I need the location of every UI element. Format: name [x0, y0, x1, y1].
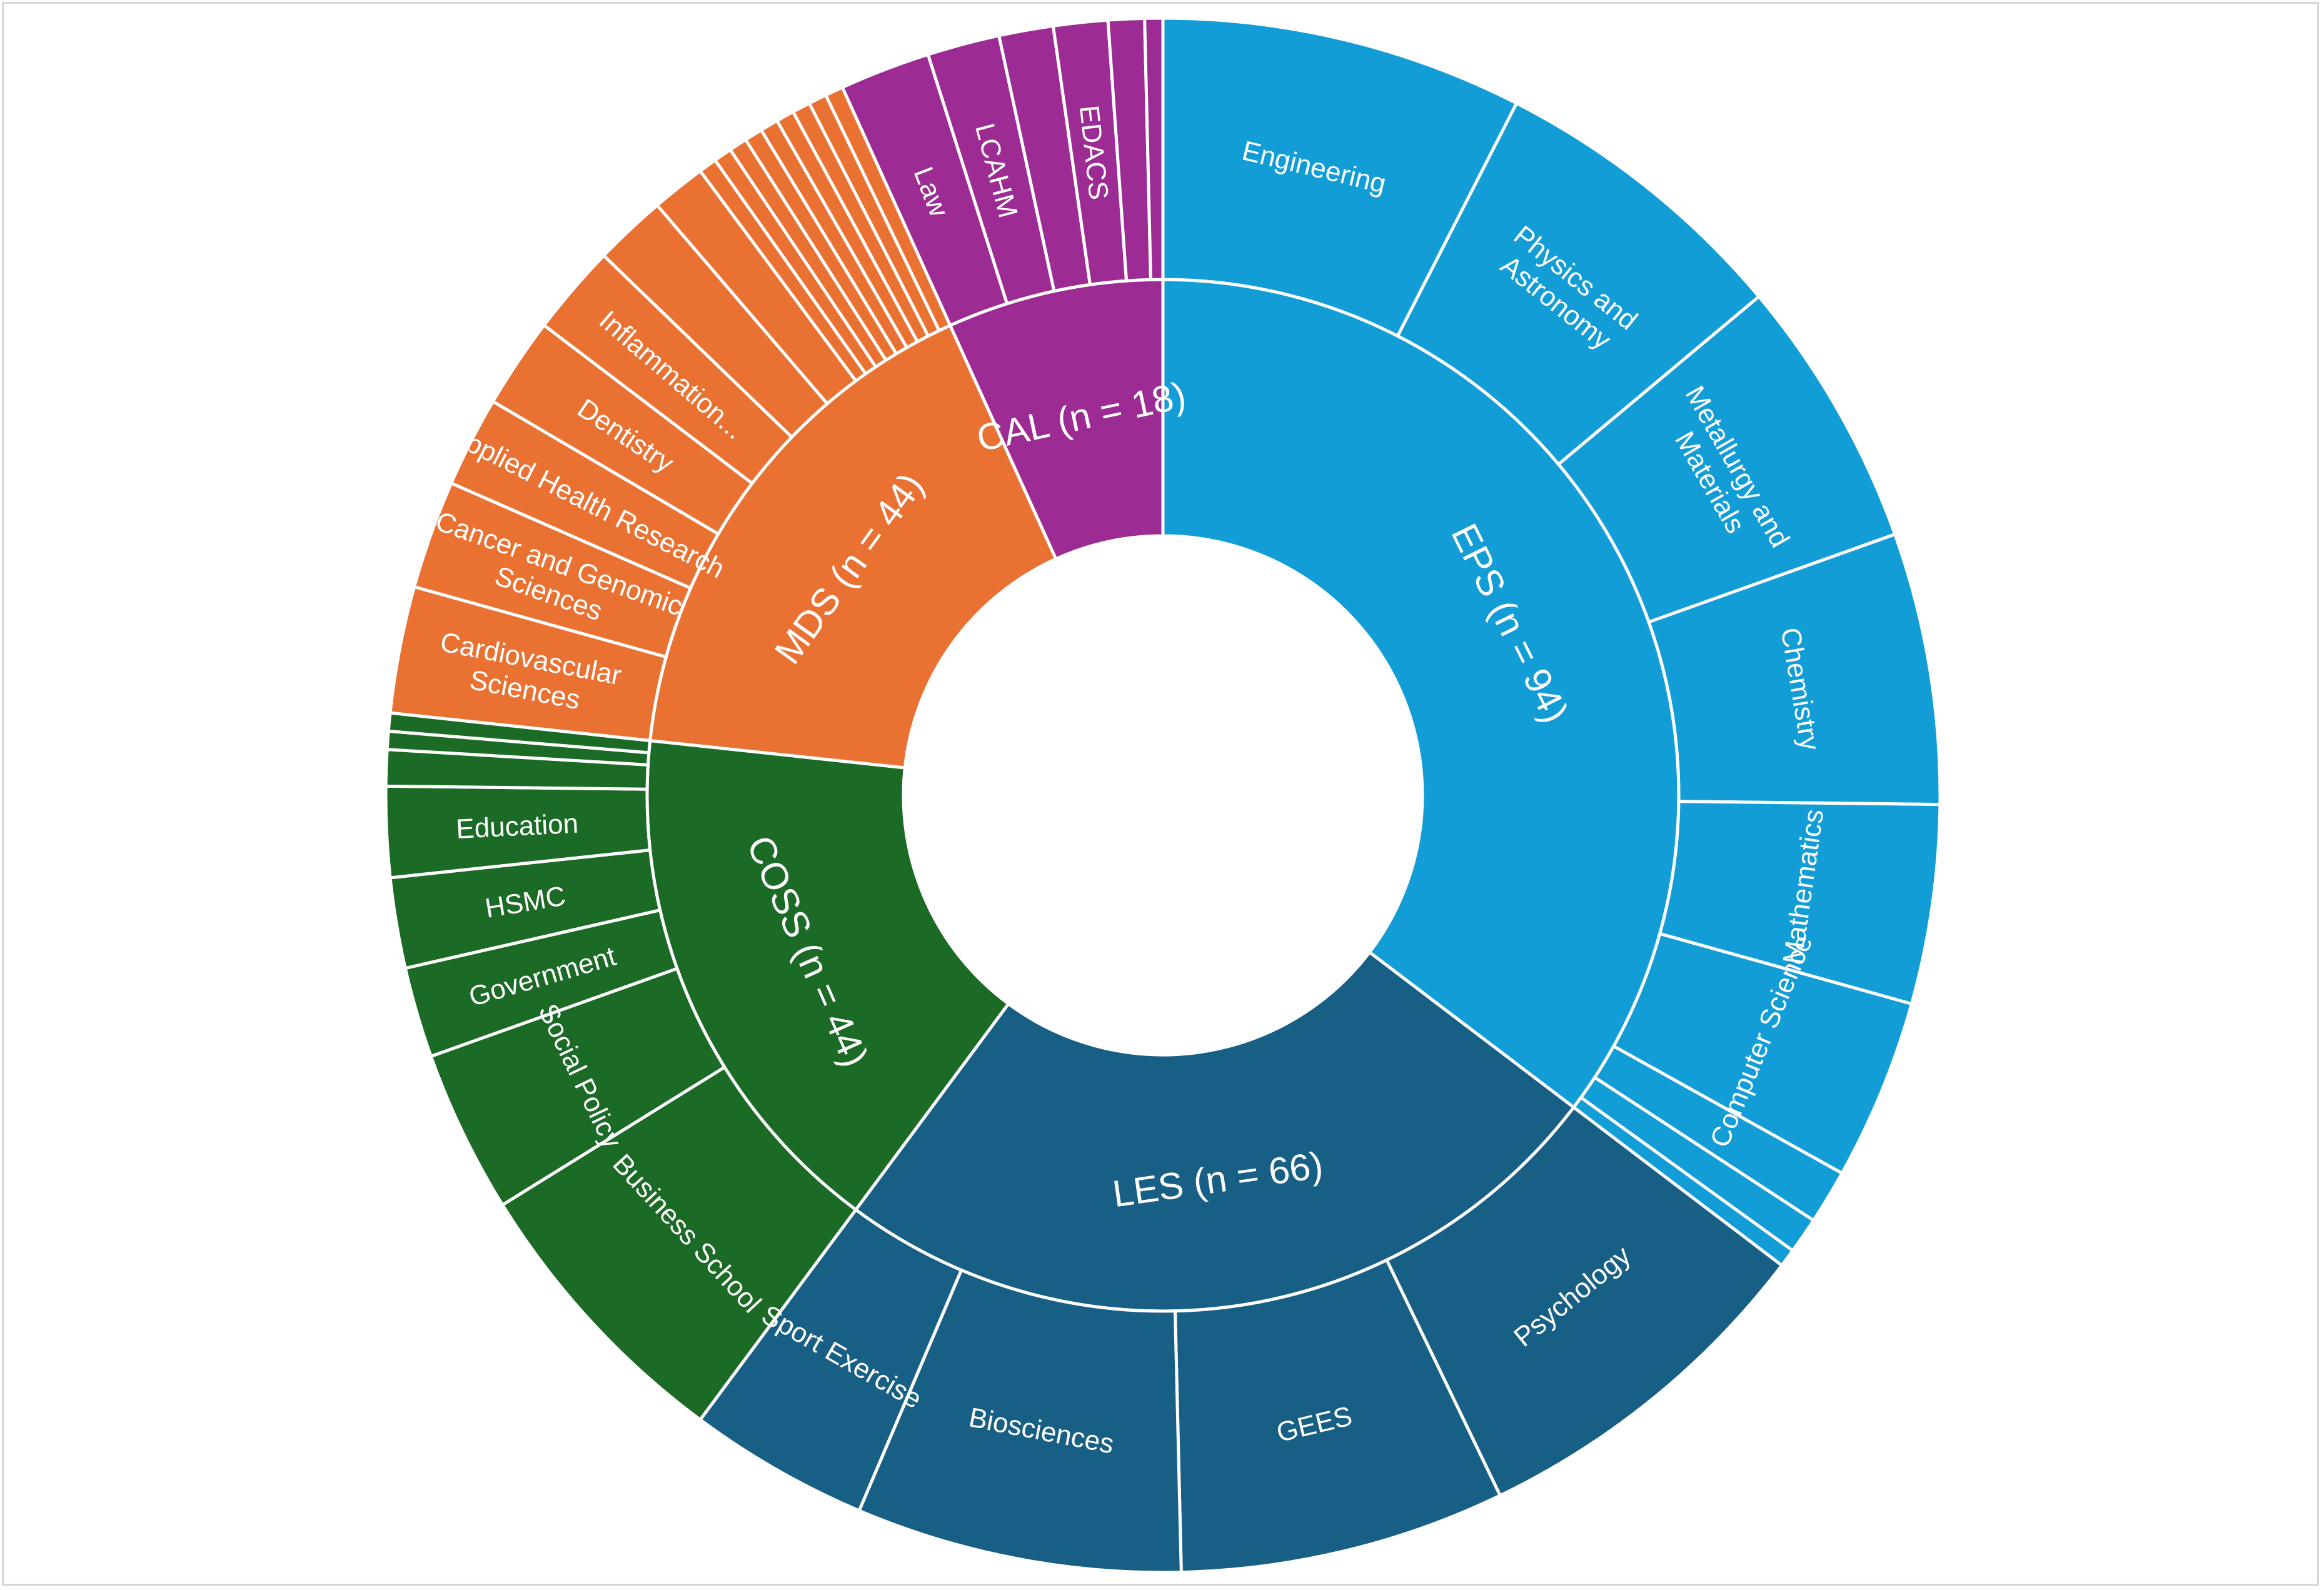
slice-label-education: Education [455, 808, 579, 845]
slice-cal-unlabeled-6[interactable] [1143, 16, 1165, 281]
sunburst-chart: EPS (n = 94)LES (n = 66)COSS (n = 44)MDS… [384, 16, 1942, 1574]
